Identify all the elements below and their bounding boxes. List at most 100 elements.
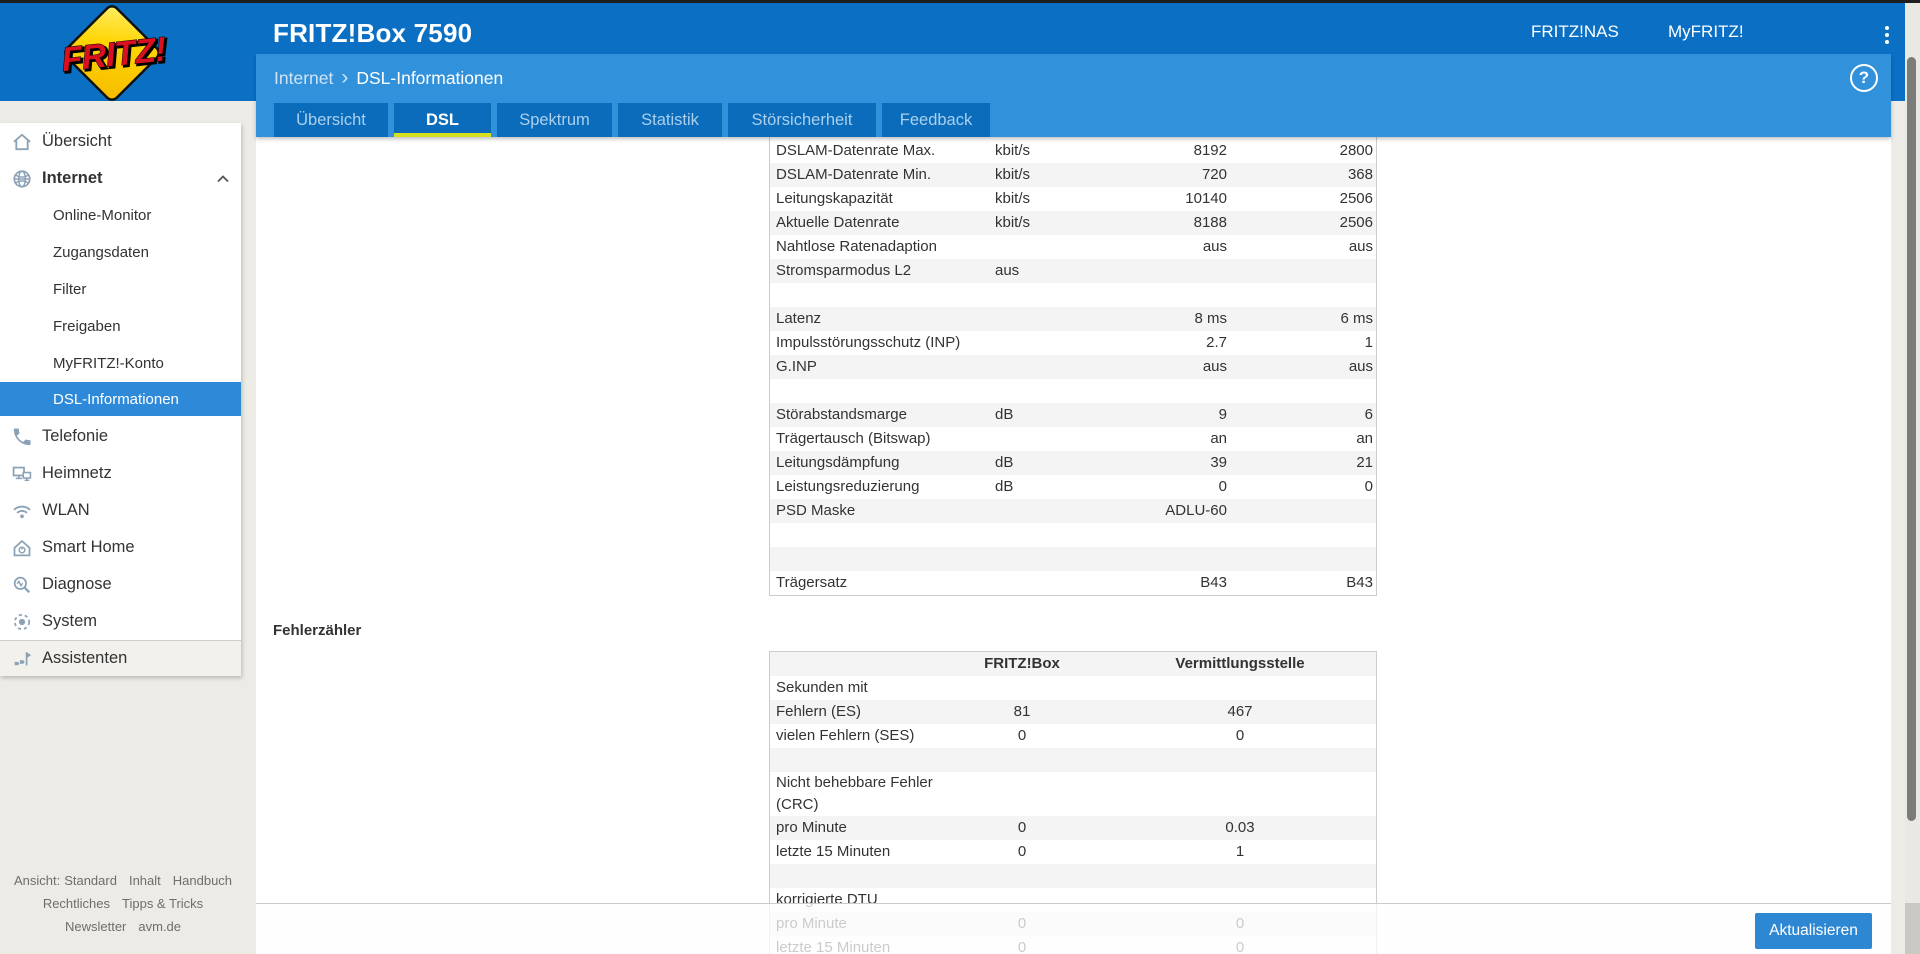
value-fritzbox: 8188: [1193, 214, 1227, 231]
tab-dsl[interactable]: DSL: [394, 103, 491, 137]
sidebar-item-myfritz-konto[interactable]: MyFRITZ!-Konto: [0, 345, 241, 382]
sidebar-item-heimnetz[interactable]: Heimnetz: [0, 455, 241, 492]
row-label: Leistungsreduzierung: [776, 478, 920, 495]
nav-myfritz[interactable]: MyFRITZ!: [1668, 22, 1744, 41]
nav-fritznas[interactable]: FRITZ!NAS: [1531, 22, 1619, 41]
row-label: Latenz: [776, 310, 822, 327]
value-exchange: aus: [1348, 358, 1373, 375]
tab-feedback[interactable]: Feedback: [882, 103, 990, 137]
sidebar-item-zugangsdaten[interactable]: Zugangsdaten: [0, 234, 241, 271]
main-content: DSLAM-Datenrate Max. kbit/s 8192 2800 DSLAM-…: [256, 137, 1891, 954]
breadcrumb-page: DSL-Informationen: [356, 68, 504, 88]
scrollbar-track[interactable]: [1905, 3, 1920, 954]
value-fritzbox: 0: [1017, 727, 1027, 744]
value-exchange: 2800: [1339, 142, 1373, 159]
sidebar-item-system[interactable]: System: [0, 603, 241, 640]
value-exchange: 368: [1347, 166, 1373, 183]
sidebar-item-label: Assistenten: [42, 649, 128, 667]
sidebar-item-smart-home[interactable]: Smart Home: [0, 529, 241, 566]
sidebar-item-label: System: [42, 612, 98, 630]
value-exchange: 0: [1364, 478, 1373, 495]
sidebar-item-freigaben[interactable]: Freigaben: [0, 308, 241, 345]
row-unit: kbit/s: [995, 190, 1031, 207]
value-fritzbox: 0: [1218, 478, 1227, 495]
breadcrumb-separator-icon: ›: [341, 65, 349, 89]
error-row-empty: [770, 864, 1376, 888]
help-icon[interactable]: ?: [1850, 64, 1878, 92]
value-exchange: 0: [1235, 727, 1245, 744]
dsl-row-leitungskapazit-t: Leitungskapazität kbit/s 10140 2506: [770, 187, 1376, 211]
dsl-row-dslam-datenrate-max: DSLAM-Datenrate Max. kbit/s 8192 2800: [770, 139, 1376, 163]
refresh-button[interactable]: Aktualisieren: [1755, 913, 1872, 949]
dsl-row-aktuelle-datenrate: Aktuelle Datenrate kbit/s 8188 2506: [770, 211, 1376, 235]
svg-text:FRITZ!: FRITZ!: [60, 30, 168, 79]
tab-spektrum[interactable]: Spektrum: [497, 103, 612, 137]
assistant-icon: [14, 651, 32, 665]
row-label: Fehlern (ES): [776, 703, 862, 720]
footer-link-rechtliches[interactable]: Rechtliches: [42, 896, 111, 911]
kebab-menu-icon[interactable]: [1880, 21, 1894, 49]
breadcrumb-tab-band: Internet › DSL-Informationen ? Übersicht…: [256, 54, 1891, 137]
sidebar-item-wlan[interactable]: WLAN: [0, 492, 241, 529]
value-exchange: aus: [1348, 238, 1373, 255]
tab-bersicht[interactable]: Übersicht: [274, 103, 388, 137]
smart-home-icon: [13, 539, 31, 556]
header-fritzbox: FRITZ!Box: [984, 655, 1060, 672]
sidebar-item-label: WLAN: [42, 501, 90, 519]
footer-link-newsletter[interactable]: Newsletter: [64, 919, 127, 934]
tab-statistik[interactable]: Statistik: [618, 103, 722, 137]
dsl-row-leitungsd-mpfung: Leitungsdämpfung dB 39 21: [770, 451, 1376, 475]
sidebar-item-label: Zugangsdaten: [53, 244, 149, 261]
section-heading: Fehlerzähler: [273, 622, 362, 639]
wifi-icon: [13, 505, 31, 518]
sidebar-item-assistenten[interactable]: Assistenten: [0, 641, 241, 676]
row-label: Impulsstörungsschutz (INP): [776, 334, 961, 351]
footer-link-inhalt[interactable]: Inhalt: [128, 873, 161, 888]
sidebar-item-label: Filter: [53, 281, 87, 298]
footer-label-ansicht: Ansicht:: [13, 873, 61, 888]
footer-link-standard[interactable]: Standard: [64, 873, 117, 888]
row-label: Sekunden mit: [776, 679, 868, 696]
dsl-row-nahtlose-ratenadaption: Nahtlose Ratenadaption aus aus: [770, 235, 1376, 259]
value-fritzbox: ADLU-60: [1165, 502, 1227, 519]
breadcrumb-section[interactable]: Internet: [274, 68, 334, 88]
row-label: Nahtlose Ratenadaption: [776, 238, 937, 255]
sidebar-footer: Ansicht: Standard Inhalt Handbuch Rechtliche…: [0, 873, 246, 943]
sidebar-menu: Übersicht Internet Online-Monitor Zugangsda…: [0, 123, 241, 676]
sidebar-item-label: Übersicht: [42, 132, 112, 150]
dsl-row-empty: [770, 523, 1376, 547]
value-exchange: B43: [1346, 574, 1373, 591]
row-unit: dB: [995, 478, 1014, 495]
sidebar-item-internet[interactable]: Internet: [0, 160, 241, 197]
value-fritzbox: aus: [1202, 358, 1227, 375]
tab-bar: Übersicht DSL Spektrum Statistik Störsicherh…: [274, 103, 990, 137]
dsl-row-st-rabstandsmarge: Störabstandsmarge dB 9 6: [770, 403, 1376, 427]
window-top-edge: [0, 0, 1920, 3]
system-icon: [13, 613, 31, 630]
error-row-letzte-15-minuten: letzte 15 Minuten 0 1: [770, 840, 1376, 864]
footer-link-tipps-tricks[interactable]: Tipps & Tricks: [122, 896, 204, 911]
row-label: Stromsparmodus L2: [776, 262, 912, 279]
dsl-row-tr-gersatz: Trägersatz B43 B43: [770, 571, 1376, 595]
sidebar-item-telefonie[interactable]: Telefonie: [0, 418, 241, 455]
sidebar-item-online-monitor[interactable]: Online-Monitor: [0, 197, 241, 234]
scrollbar-corner: [1905, 903, 1920, 954]
sidebar-item-diagnose[interactable]: Diagnose: [0, 566, 241, 603]
error-row-empty: [770, 748, 1376, 772]
value-fritzbox: 2.7: [1206, 334, 1227, 351]
tab-st-rsicherheit[interactable]: Störsicherheit: [728, 103, 876, 137]
dsl-row-leistungsreduzierung: Leistungsreduzierung dB 0 0: [770, 475, 1376, 499]
footer-link-avm-de[interactable]: avm.de: [138, 919, 182, 934]
value-fritzbox: 8 ms: [1194, 310, 1227, 327]
sidebar-item-dsl-informationen[interactable]: DSL-Informationen: [0, 382, 241, 416]
fritz-logo[interactable]: FRITZ! FRITZ!: [48, 5, 180, 103]
sidebar-item-label: Online-Monitor: [53, 207, 152, 224]
footer-link-handbuch[interactable]: Handbuch: [172, 873, 233, 888]
sidebar-item-filter[interactable]: Filter: [0, 271, 241, 308]
dsl-row-stromsparmodus-l2: Stromsparmodus L2 aus: [770, 259, 1376, 283]
sidebar-item-bersicht[interactable]: Übersicht: [0, 123, 241, 160]
sidebar-item-label: Internet: [42, 169, 103, 187]
sidebar-item-label: Diagnose: [42, 575, 112, 593]
scrollbar-thumb[interactable]: [1906, 57, 1916, 821]
row-unit: dB: [995, 454, 1014, 471]
